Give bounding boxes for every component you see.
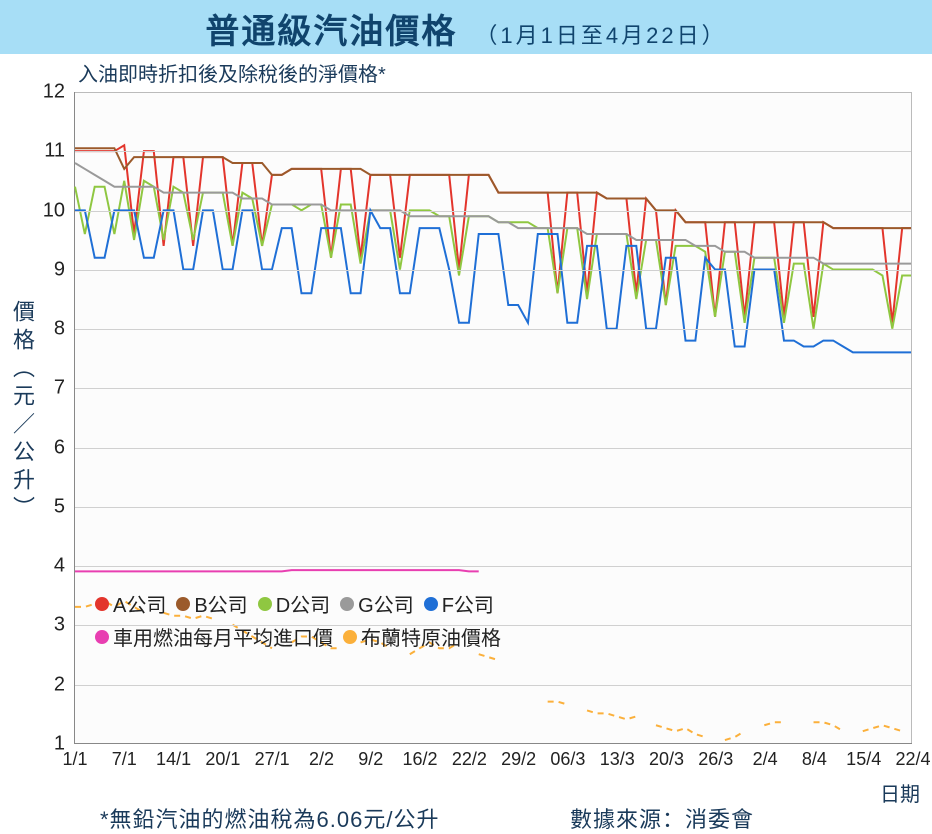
y-tick: 2 [54, 673, 75, 696]
series-line [75, 181, 912, 329]
y-tick: 4 [54, 555, 75, 578]
x-tick: 14/1 [156, 743, 191, 770]
grid-line [75, 625, 912, 626]
legend: A公司B公司D公司G公司F公司車用燃油每月平均進口價布蘭特原油價格 [95, 589, 511, 655]
legend-label: G公司 [358, 589, 414, 618]
grid-line [75, 685, 912, 686]
y-tick: 10 [43, 199, 75, 222]
y-tick: 8 [54, 318, 75, 341]
x-tick: 1/1 [62, 743, 87, 770]
legend-dot-icon [340, 597, 354, 611]
grid-line [75, 211, 912, 212]
legend-dot-icon [258, 597, 272, 611]
y-tick: 3 [54, 614, 75, 637]
x-tick: 2/2 [309, 743, 334, 770]
grid-line [75, 388, 912, 389]
y-tick: 7 [54, 377, 75, 400]
x-tick: 7/1 [112, 743, 137, 770]
x-tick: 29/2 [501, 743, 536, 770]
x-tick: 26/3 [698, 743, 733, 770]
grid-line [75, 270, 912, 271]
grid-line [75, 448, 912, 449]
legend-dot-icon [424, 597, 438, 611]
legend-dot-icon [176, 597, 190, 611]
grid-line [75, 329, 912, 330]
legend-label: A公司 [113, 589, 166, 618]
y-axis-label: 價格（元／公升） [6, 300, 38, 524]
title-sub: （1月1日至4月22日） [475, 18, 726, 50]
x-tick: 13/3 [600, 743, 635, 770]
legend-dot-icon [343, 630, 357, 644]
title-main: 普通級汽油價格 [205, 4, 457, 53]
grid-line [75, 507, 912, 508]
legend-label: D公司 [276, 589, 330, 618]
y-tick: 9 [54, 258, 75, 281]
x-tick: 22/2 [452, 743, 487, 770]
title-bar: 普通級汽油價格 （1月1日至4月22日） [0, 0, 932, 54]
legend-label: F公司 [442, 589, 494, 618]
y-tick: 5 [54, 495, 75, 518]
x-tick: 27/1 [255, 743, 290, 770]
grid-line [75, 151, 912, 152]
footer-source: 數據來源：消委會 [570, 802, 754, 834]
x-tick: 2/4 [753, 743, 778, 770]
subtitle: 入油即時折扣後及除稅後的淨價格* [78, 58, 386, 87]
x-tick: 20/1 [205, 743, 240, 770]
legend-item: D公司 [258, 589, 330, 618]
series-line [75, 210, 912, 352]
x-tick: 15/4 [846, 743, 881, 770]
legend-item: B公司 [176, 589, 247, 618]
legend-item: F公司 [424, 589, 494, 618]
x-tick: 06/3 [550, 743, 585, 770]
x-axis-label: 日期 [880, 778, 920, 807]
x-tick: 9/2 [358, 743, 383, 770]
legend-dot-icon [95, 630, 109, 644]
y-tick: 11 [44, 140, 75, 163]
x-tick: 8/4 [802, 743, 827, 770]
y-tick: 12 [43, 81, 75, 104]
legend-item: A公司 [95, 589, 166, 618]
plot-area: A公司B公司D公司G公司F公司車用燃油每月平均進口價布蘭特原油價格 123456… [74, 92, 912, 744]
y-tick: 6 [54, 436, 75, 459]
legend-label: B公司 [194, 589, 247, 618]
legend-row: A公司 B公司 D公司 G公司 F公司 [95, 589, 511, 618]
grid-line [75, 566, 912, 567]
x-tick: 22/4 [895, 743, 930, 770]
series-line [75, 570, 479, 571]
legend-item: G公司 [340, 589, 414, 618]
x-tick: 20/3 [649, 743, 684, 770]
chart-container: 普通級汽油價格 （1月1日至4月22日） 入油即時折扣後及除稅後的淨價格* 價格… [0, 0, 932, 832]
footer-note: *無鉛汽油的燃油稅為6.06元/公升 [100, 802, 440, 834]
x-tick: 16/2 [403, 743, 438, 770]
legend-dot-icon [95, 597, 109, 611]
